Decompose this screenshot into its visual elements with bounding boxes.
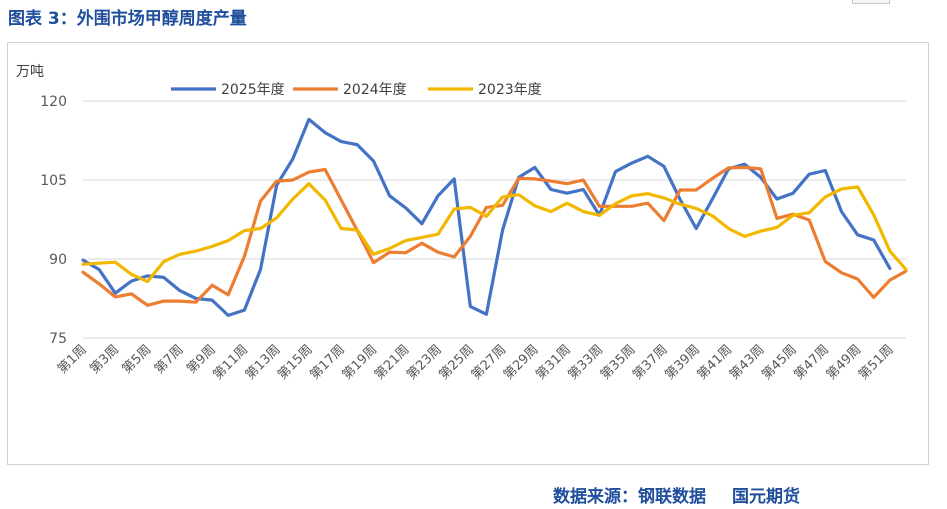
x-tick-label: 第27周 — [469, 342, 510, 383]
series-line-2 — [81, 165, 908, 307]
figure-title: 图表 3：外围市场甲醇周度产量 — [8, 9, 247, 29]
line-chart: 万吨7590105120第1周第3周第5周第7周第9周第11周第13周第15周第… — [16, 64, 908, 383]
series-line-1 — [81, 117, 892, 317]
source-label: 数据来源：钢联数据 — [553, 487, 706, 507]
chart-frame: 万吨 75 90 105 120 第1周 第3周 第5周 第7周 第9周 第11周 第13周 第15周第… — [7, 42, 929, 465]
x-tick-label: 第17周 — [307, 342, 348, 383]
x-tick-label: 第25周 — [436, 342, 477, 383]
x-tick-label: 第31周 — [533, 342, 574, 383]
y-tick-label: 105 — [40, 173, 67, 189]
y-axis-unit-label: 万吨 — [16, 64, 44, 80]
legend-label-2: 2024年度 — [343, 82, 407, 98]
axis-layer: 万吨7590105120第1周第3周第5周第7周第9周第11周第13周第15周第… — [16, 64, 897, 383]
x-tick-label: 第39周 — [662, 342, 703, 383]
series-line-3 — [81, 182, 908, 284]
x-tick-label: 第45周 — [759, 342, 800, 383]
x-tick-label: 第13周 — [243, 342, 284, 383]
x-tick-label: 第15周 — [275, 342, 316, 383]
x-tick-label: 第7周 — [152, 342, 187, 377]
x-tick-label: 第1周 — [55, 342, 90, 377]
legend-label-1: 2025年度 — [221, 82, 285, 98]
data-source-footer: 数据来源：钢联数据 国元期货 — [553, 482, 800, 507]
x-tick-label: 第5周 — [120, 342, 155, 377]
x-tick-label: 第3周 — [87, 342, 122, 377]
y-tick-label: 90 — [49, 252, 67, 268]
x-tick-label: 第43周 — [727, 342, 768, 383]
x-tick-label: 第19周 — [340, 342, 381, 383]
legend-label-3: 2023年度 — [478, 82, 542, 98]
x-tick-label: 第47周 — [791, 342, 832, 383]
legend-layer: 2025年度 2024年度 2023年度 — [171, 82, 542, 98]
x-tick-label: 第35周 — [598, 342, 639, 383]
x-tick-label: 第49周 — [824, 342, 865, 383]
x-tick-label: 第37周 — [630, 342, 671, 383]
brand-name: 国元期货 — [732, 487, 800, 507]
x-tick-label: 第21周 — [372, 342, 413, 383]
y-tick-label: 75 — [49, 331, 67, 347]
x-tick-label: 第41周 — [695, 342, 736, 383]
series-layer — [81, 117, 908, 317]
x-tick-label: 第51周 — [856, 342, 897, 383]
grid-layer — [83, 100, 906, 339]
y-tick-label: 120 — [40, 94, 67, 110]
x-tick-label: 第23周 — [404, 342, 445, 383]
window-corner-tab — [852, 0, 890, 4]
x-tick-label: 第29周 — [501, 342, 542, 383]
x-tick-label: 第33周 — [566, 342, 607, 383]
x-tick-label: 第11周 — [211, 342, 252, 383]
